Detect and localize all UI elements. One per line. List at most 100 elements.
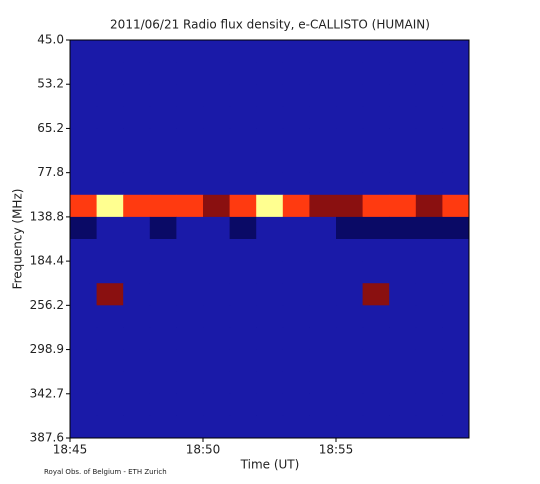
heat-cell — [70, 239, 98, 262]
heat-cell — [203, 327, 231, 351]
heat-cell — [176, 415, 204, 439]
heat-cell — [442, 371, 470, 395]
y-tick-label: 387.6 — [30, 431, 64, 445]
heat-cell — [96, 106, 124, 129]
heat-cell — [309, 106, 337, 129]
heat-cell — [176, 62, 204, 85]
heat-cell — [282, 150, 310, 174]
heat-cell — [389, 40, 417, 63]
heat-cell — [96, 393, 124, 417]
heat-cell — [256, 239, 284, 262]
heat-cell — [96, 62, 124, 85]
heat-cell — [176, 393, 204, 417]
heat-cell — [229, 216, 257, 240]
heat-cell — [123, 393, 151, 417]
heat-cell — [282, 371, 310, 395]
heat-cell — [309, 371, 337, 395]
heat-cell — [442, 415, 470, 439]
heat-cell — [415, 106, 443, 129]
heat-cell — [203, 393, 231, 417]
heat-cell — [362, 239, 390, 262]
y-tick-label: 342.7 — [30, 386, 64, 400]
heat-cell — [362, 283, 390, 306]
heat-cell — [96, 128, 124, 152]
heat-cell — [229, 84, 257, 107]
heat-cell — [123, 106, 151, 129]
heat-cell — [96, 150, 124, 174]
heat-cell — [229, 305, 257, 328]
heat-cell — [282, 216, 310, 240]
heat-cell — [415, 371, 443, 395]
heat-cell — [229, 327, 257, 351]
heat-cell — [309, 150, 337, 174]
x-tick-label: 18:55 — [319, 443, 354, 457]
heat-cell — [415, 305, 443, 328]
heat-cell — [442, 216, 470, 240]
heat-cell — [149, 128, 177, 152]
heat-cell — [229, 194, 257, 218]
heat-cell — [123, 327, 151, 351]
heat-cell — [149, 106, 177, 129]
heat-cell — [309, 327, 337, 351]
heat-cell — [176, 239, 204, 262]
heat-cell — [70, 172, 98, 196]
y-tick-label: 184.4 — [30, 254, 64, 268]
heat-cell — [442, 305, 470, 328]
heat-cell — [415, 393, 443, 417]
heat-cell — [442, 106, 470, 129]
heat-cell — [149, 305, 177, 328]
heat-cell — [362, 84, 390, 107]
heat-cell — [362, 150, 390, 174]
heat-cell — [96, 194, 124, 218]
heat-cell — [176, 172, 204, 196]
heat-cell — [362, 327, 390, 351]
heat-cell — [282, 261, 310, 284]
heat-cell — [309, 305, 337, 328]
heat-cell — [282, 40, 310, 63]
heat-cell — [176, 327, 204, 351]
heat-cell — [123, 40, 151, 63]
footer: Royal Obs. of Belgium - ETH Zurich — [44, 468, 167, 476]
heat-cell — [229, 349, 257, 373]
heat-cell — [149, 194, 177, 218]
heat-cell — [309, 415, 337, 439]
heat-cell — [309, 194, 337, 218]
heat-cell — [442, 194, 470, 218]
heat-cell — [282, 305, 310, 328]
heat-cell — [176, 40, 204, 63]
heat-cell — [176, 261, 204, 284]
heat-cell — [203, 106, 231, 129]
y-axis-label: Frequency (MHz) — [11, 189, 25, 290]
heat-cell — [389, 106, 417, 129]
heat-cell — [336, 62, 364, 85]
heat-cell — [96, 349, 124, 373]
heat-cell — [282, 62, 310, 85]
heat-cell — [415, 261, 443, 284]
heat-cell — [256, 283, 284, 306]
heat-cell — [229, 239, 257, 262]
heat-cell — [229, 172, 257, 196]
heat-cell — [70, 415, 98, 439]
heat-cell — [123, 150, 151, 174]
heat-cell — [70, 393, 98, 417]
heat-cell — [389, 261, 417, 284]
heat-cell — [123, 349, 151, 373]
heat-cell — [123, 172, 151, 196]
y-tick-label: 45.0 — [37, 33, 64, 47]
heat-cell — [415, 62, 443, 85]
heat-cell — [149, 239, 177, 262]
heat-cell — [229, 261, 257, 284]
heat-cell — [309, 62, 337, 85]
heat-cell — [70, 84, 98, 107]
heat-cell — [203, 172, 231, 196]
heat-cell — [442, 172, 470, 196]
heat-cell — [282, 393, 310, 417]
heat-cell — [362, 415, 390, 439]
heat-cell — [282, 239, 310, 262]
heat-cell — [415, 239, 443, 262]
heat-cell — [203, 305, 231, 328]
heat-cell — [176, 216, 204, 240]
heat-cell — [389, 415, 417, 439]
heat-cell — [123, 62, 151, 85]
heat-cell — [415, 150, 443, 174]
